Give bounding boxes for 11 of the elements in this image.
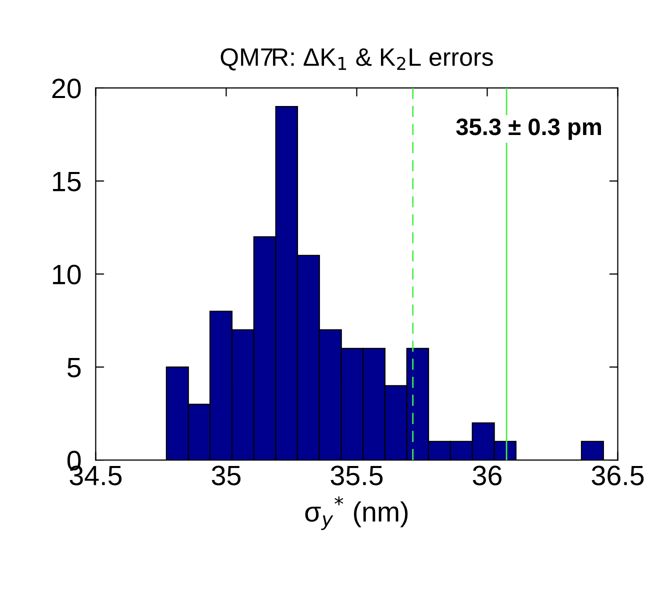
x-tick-label: 35.5 <box>330 466 383 486</box>
x-tick-label: 36.5 <box>592 466 644 486</box>
chart-title: QM7R: ΔK$_{1}$ & K$_{2}$L errors <box>220 48 493 70</box>
x-tick-label: 35 <box>212 466 240 486</box>
x-tick-label: 36 <box>472 466 502 486</box>
y-tick-label: 5 <box>67 358 81 378</box>
y-tick-label: 20 <box>52 78 81 98</box>
y-tick-label: 10 <box>53 264 81 284</box>
y-tick-label: 15 <box>53 172 81 192</box>
annotation: 35.3 ± 0.3 pm <box>456 118 601 140</box>
x-axis-title: σ$_{y}$$^{*}$ (nm) <box>305 496 408 530</box>
